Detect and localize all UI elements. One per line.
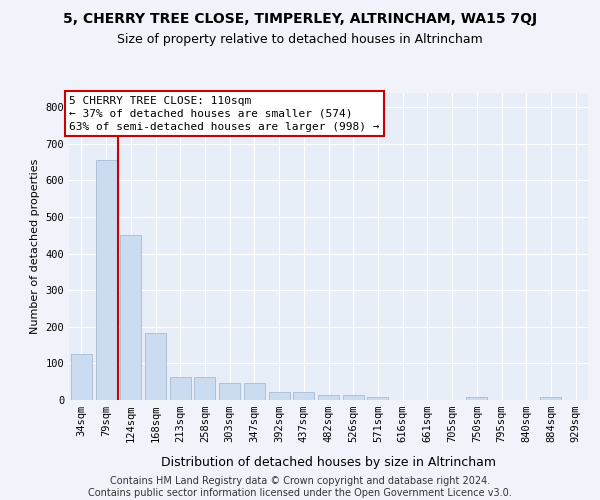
Bar [244,383,265,400]
Bar [170,378,191,400]
Bar [269,392,290,400]
Bar [541,397,562,400]
Y-axis label: Number of detached properties: Number of detached properties [30,158,40,334]
Bar [95,160,116,400]
Bar [120,236,141,400]
Text: 5, CHERRY TREE CLOSE, TIMPERLEY, ALTRINCHAM, WA15 7QJ: 5, CHERRY TREE CLOSE, TIMPERLEY, ALTRINC… [63,12,537,26]
Bar [343,395,364,400]
Bar [367,397,388,400]
Bar [466,397,487,400]
Bar [71,354,92,400]
Text: Contains HM Land Registry data © Crown copyright and database right 2024.
Contai: Contains HM Land Registry data © Crown c… [88,476,512,498]
X-axis label: Distribution of detached houses by size in Altrincham: Distribution of detached houses by size … [161,456,496,469]
Bar [318,395,339,400]
Bar [145,333,166,400]
Bar [219,383,240,400]
Bar [293,392,314,400]
Text: Size of property relative to detached houses in Altrincham: Size of property relative to detached ho… [117,32,483,46]
Bar [194,378,215,400]
Text: 5 CHERRY TREE CLOSE: 110sqm
← 37% of detached houses are smaller (574)
63% of se: 5 CHERRY TREE CLOSE: 110sqm ← 37% of det… [69,96,380,132]
